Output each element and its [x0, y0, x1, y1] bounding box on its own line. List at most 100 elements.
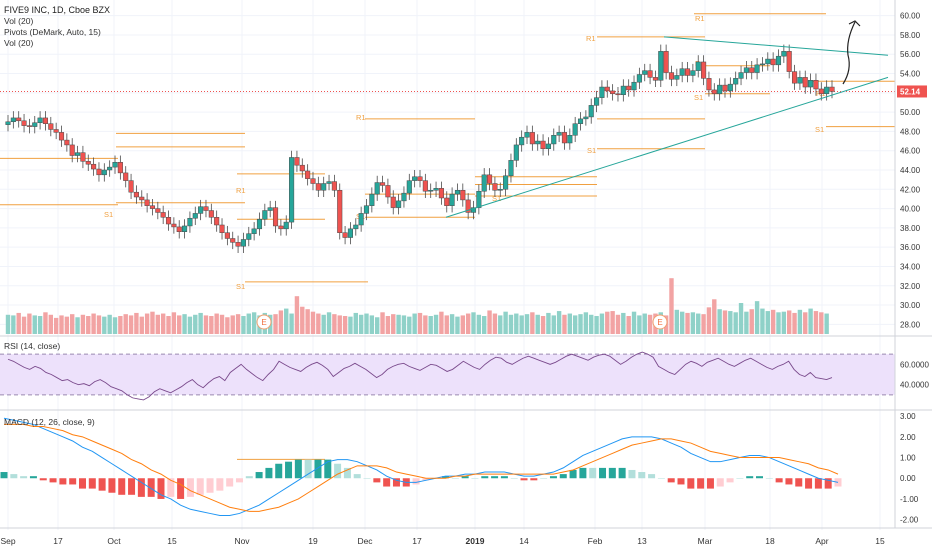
volume-bar: [476, 314, 482, 334]
candle-body: [679, 68, 685, 76]
volume-bar: [128, 315, 134, 334]
pivot-r1-label: R1: [695, 14, 705, 23]
macd-histogram-bar: [520, 478, 528, 481]
candle-body: [48, 123, 54, 130]
candle-body: [690, 70, 696, 76]
volume-bar: [21, 316, 27, 334]
macd-histogram-bar: [500, 476, 508, 479]
time-tick: Dec: [357, 536, 373, 546]
candle-body: [21, 120, 27, 126]
price-tick: 34.00: [900, 262, 921, 271]
candle-body: [182, 225, 188, 232]
candle-body: [583, 116, 589, 120]
candle-body: [818, 88, 824, 95]
candle-body: [417, 176, 423, 181]
candle-body: [53, 129, 59, 133]
macd-histogram-bar: [88, 478, 96, 489]
candle-body: [337, 190, 343, 233]
candle-body: [610, 90, 616, 95]
candle-body: [331, 181, 337, 191]
volume-bar: [358, 314, 364, 334]
volume-bar: [112, 317, 118, 334]
candle-body: [444, 197, 450, 206]
volume-bar: [64, 316, 70, 334]
candle-body: [214, 217, 220, 226]
candle-body: [556, 132, 562, 136]
rsi-tick: 40.0000: [900, 381, 929, 390]
candle-body: [508, 160, 514, 177]
macd-histogram-bar: [392, 478, 400, 487]
volume-bar: [776, 312, 781, 334]
candle-body: [256, 218, 263, 230]
candle-body: [192, 213, 198, 219]
volume-bar: [722, 310, 728, 334]
candle-body: [80, 152, 86, 162]
candle-body: [347, 228, 353, 238]
candle-body: [5, 121, 11, 125]
candle-body: [37, 117, 43, 123]
volume-bar: [86, 316, 91, 334]
volume-bar: [203, 315, 209, 334]
volume-bar: [524, 314, 530, 334]
macd-histogram-bar: [128, 478, 136, 495]
candle-body: [139, 196, 145, 201]
volume-bar: [530, 312, 535, 334]
macd-tick: -1.00: [900, 495, 919, 504]
rsi-legend[interactable]: RSI (14, close): [4, 341, 61, 351]
volume-bar: [182, 314, 187, 334]
volume-bar: [599, 313, 605, 334]
candle-body: [674, 75, 680, 80]
volume-bar: [423, 315, 428, 334]
candle-body: [738, 72, 744, 79]
volume-bar: [177, 315, 182, 334]
volume-bar: [187, 316, 193, 334]
macd-pane: 3.00 2.00 1.00 0.00 -1.00 -2.00: [0, 412, 919, 525]
indicator-pivots[interactable]: Pivots (DeMark, Auto, 15): [4, 27, 101, 37]
candle-body: [454, 190, 461, 195]
rsi-tick: 60.0000: [900, 360, 929, 369]
macd-histogram-bar: [716, 478, 724, 487]
volume-bar: [685, 312, 690, 334]
earnings-marker: [652, 314, 668, 330]
indicator-vol[interactable]: Vol (20): [4, 16, 34, 26]
volume-bar: [706, 307, 712, 334]
price-tick: 40.00: [900, 205, 921, 214]
time-tick: Mar: [698, 536, 713, 546]
macd-histogram-bar: [638, 472, 646, 479]
candle-body: [829, 86, 835, 92]
volume-bar: [230, 315, 235, 334]
volume-bar: [433, 314, 439, 334]
macd-histogram-bar: [726, 478, 734, 483]
last-price-label: 52.14: [900, 87, 921, 96]
volume-bar: [396, 314, 401, 334]
indicator-vol-2[interactable]: Vol (20): [4, 38, 34, 48]
candle-body: [101, 169, 107, 176]
macd-histogram-bar: [481, 476, 489, 479]
volume-bar: [380, 312, 385, 334]
candle-body: [642, 70, 648, 75]
macd-histogram-bar: [785, 478, 793, 485]
resistance-trendline: [663, 36, 889, 56]
volume-bar: [289, 313, 294, 334]
macd-tick: 2.00: [900, 433, 916, 442]
volume-bar: [647, 314, 653, 334]
volume-bar: [59, 315, 64, 334]
macd-histogram-bar: [746, 476, 754, 479]
macd-histogram-bar: [589, 467, 597, 479]
candle-body: [577, 118, 584, 124]
candle-body: [112, 162, 118, 168]
volume-bar: [193, 314, 198, 334]
volume-bar: [316, 313, 321, 334]
volume-bar: [637, 315, 642, 334]
volume-bar: [610, 311, 615, 334]
volume-bar: [760, 308, 765, 334]
volume-bar: [139, 316, 144, 334]
macd-histogram-bar: [353, 474, 361, 479]
candle-body: [149, 205, 156, 209]
candle-body: [390, 196, 396, 208]
macd-histogram-bar: [599, 467, 607, 479]
volume-bar: [738, 303, 744, 334]
macd-legend[interactable]: MACD (12, 26, close, 9): [4, 417, 95, 427]
